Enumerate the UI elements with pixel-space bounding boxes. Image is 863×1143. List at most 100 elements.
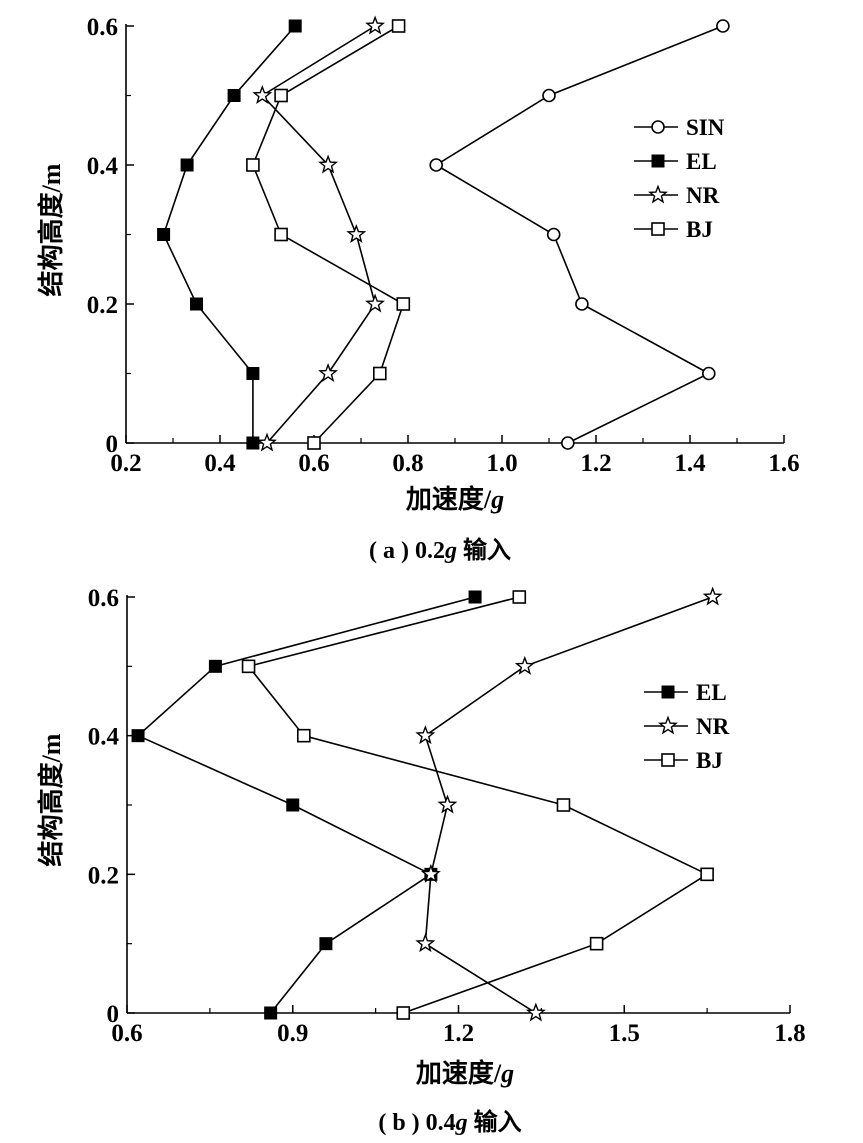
- x-tick-label-a: 1.0: [486, 450, 517, 477]
- data-point-el: [190, 297, 203, 311]
- y-tick-label-a: 0: [106, 431, 119, 458]
- y-tick-label-a: 0.6: [87, 14, 118, 41]
- legend-entry-el-b: EL: [644, 680, 727, 705]
- series-bj-b: [241, 590, 714, 1020]
- series-el-b: [131, 590, 482, 1020]
- data-point-nr: [525, 1002, 546, 1022]
- data-point-nr: [318, 363, 339, 382]
- data-point-sin: [560, 436, 575, 450]
- data-point-el: [227, 89, 241, 102]
- legend-entry-el-a: EL: [634, 149, 717, 174]
- y-axis-label-b: 结构高度/m: [36, 733, 66, 866]
- data-point-bj: [391, 19, 406, 33]
- legend-label: EL: [686, 149, 717, 174]
- x-tick-label-a: 1.6: [768, 450, 799, 477]
- data-point-bj: [589, 936, 604, 951]
- legend-marker-nr: [658, 715, 678, 735]
- legend-label: BJ: [686, 217, 713, 242]
- x-tick-label-a: 0.2: [110, 450, 141, 477]
- series-bj-a: [246, 19, 411, 450]
- legend-label: NR: [696, 714, 730, 739]
- y-tick-label-b: 0: [107, 1001, 120, 1028]
- data-point-el: [319, 937, 333, 951]
- caption-a: ( a ) 0.2g 输入: [369, 536, 511, 564]
- data-point-bj: [396, 297, 411, 311]
- series-nr-b: [415, 586, 723, 1022]
- x-tick-label-a: 0.6: [298, 450, 329, 477]
- series-sin-a: [429, 19, 730, 450]
- x-axis-label-a: 加速度/g: [406, 484, 504, 514]
- legend-marker-el: [651, 154, 665, 168]
- legend-label: EL: [696, 680, 727, 705]
- legend-marker-sin: [651, 120, 665, 134]
- data-point-bj: [700, 867, 714, 882]
- x-tick-label-b: 0.6: [111, 1020, 142, 1047]
- series-line-bj: [247, 596, 709, 1014]
- legend-entry-bj-a: BJ: [634, 217, 713, 242]
- legend-marker-el: [661, 685, 675, 699]
- x-tick-label-a: 0.4: [204, 450, 236, 477]
- y-tick-label-b: 0.2: [88, 862, 119, 889]
- data-point-el: [264, 1006, 278, 1020]
- x-tick-label-a: 1.2: [580, 450, 611, 477]
- data-point-el: [468, 590, 482, 604]
- data-point-nr: [437, 794, 458, 814]
- legend-label: BJ: [696, 748, 723, 773]
- data-point-nr: [420, 863, 441, 883]
- data-point-el: [180, 158, 194, 172]
- x-tick-label-b: 1.2: [443, 1020, 474, 1047]
- data-point-bj: [512, 590, 527, 604]
- data-point-nr: [318, 154, 339, 174]
- data-point-sin: [546, 227, 561, 242]
- data-point-el: [208, 659, 222, 673]
- x-tick-label-a: 0.8: [392, 450, 423, 477]
- series-line-sin: [434, 25, 724, 444]
- data-point-sin: [542, 88, 556, 103]
- legend-entry-bj-b: BJ: [644, 748, 723, 773]
- data-point-nr: [257, 432, 277, 452]
- x-tick-label-b: 1.5: [609, 1020, 640, 1047]
- data-point-nr: [415, 725, 436, 745]
- data-point-sin: [429, 158, 444, 172]
- caption-b: ( b ) 0.4g 输入: [378, 1108, 521, 1136]
- x-axis-label-b: 加速度/g: [416, 1058, 514, 1088]
- data-point-el: [157, 228, 171, 241]
- data-point-nr: [252, 85, 273, 104]
- legend-entry-sin-a: SIN: [634, 115, 725, 140]
- data-point-nr: [346, 224, 367, 243]
- plot-area-b: 0.6 0.9 1.2 1.5 1.8 0 0.2 0.4 0.6 EL NR BJ: [88, 585, 806, 1047]
- series-line-el: [136, 596, 476, 1014]
- legend-entry-nr-b: NR: [644, 714, 730, 739]
- legend-label: NR: [686, 183, 720, 208]
- data-point-bj: [307, 436, 321, 450]
- data-point-nr: [702, 586, 723, 606]
- series-nr-a: [252, 15, 386, 452]
- data-point-sin: [716, 19, 730, 33]
- data-point-bj: [241, 659, 256, 674]
- data-point-bj: [274, 227, 288, 242]
- panel-a: 0.2 0.4 0.6 0.8 1.0 1.2 1.4 1.600.20.40.6SINELN…: [36, 14, 800, 564]
- legend-entry-nr-a: NR: [634, 183, 720, 208]
- data-point-el: [131, 729, 145, 743]
- legend-label: SIN: [686, 115, 725, 140]
- data-point-nr: [514, 655, 535, 675]
- data-point-bj: [556, 798, 571, 812]
- y-tick-label-a: 0.2: [87, 292, 118, 319]
- y-axis-label-a: 结构高度/m: [36, 163, 66, 296]
- data-point-el: [286, 798, 300, 812]
- legend-marker-nr: [648, 184, 668, 204]
- plot-area-a: 0.2 0.4 0.6 0.8 1.0 1.2 1.4 1.600.20.40.6SINELN…: [87, 14, 800, 477]
- data-point-nr: [365, 293, 386, 313]
- legend-marker-bj: [651, 222, 665, 236]
- data-point-bj: [372, 366, 387, 381]
- x-tick-label-a: 1.4: [674, 450, 706, 477]
- x-tick-label-b: 1.8: [774, 1020, 805, 1047]
- y-tick-label-b: 0.6: [88, 585, 119, 612]
- y-tick-label-a: 0.4: [87, 153, 119, 180]
- legend-marker-bj: [661, 753, 675, 767]
- data-point-bj: [296, 728, 311, 743]
- x-tick-label-b: 0.9: [277, 1020, 308, 1047]
- panel-b: 0.6 0.9 1.2 1.5 1.8 0 0.2 0.4 0.6 EL NR BJ 加速度/g 结构…: [36, 585, 806, 1136]
- series-el-a: [157, 19, 302, 450]
